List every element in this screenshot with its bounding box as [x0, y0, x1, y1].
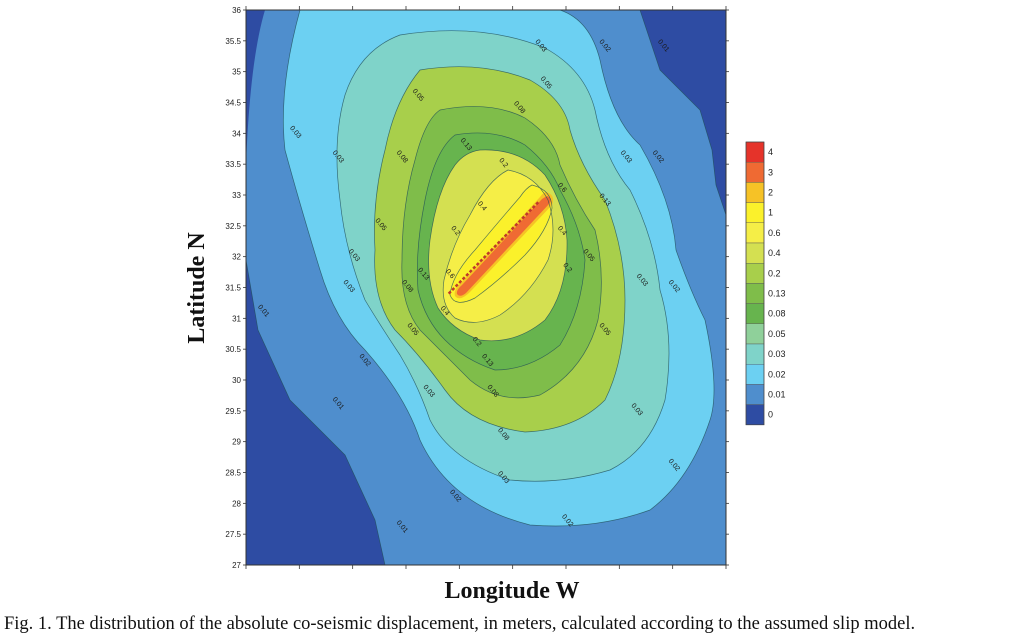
y-tick-label: 34	[232, 129, 241, 138]
legend-swatch	[745, 384, 765, 405]
x-axis-ticks	[245, 6, 727, 569]
contour-lines	[246, 10, 726, 565]
legend-swatch	[745, 283, 765, 304]
legend-label: 2	[768, 188, 773, 198]
y-tick-label: 29.5	[225, 407, 241, 416]
legend-swatch	[745, 323, 765, 345]
y-tick-label: 30	[232, 376, 241, 385]
legend-swatch	[745, 222, 765, 244]
y-tick-label: 33	[232, 191, 241, 200]
legend-swatch	[745, 343, 765, 365]
contour-label: 0.4	[476, 200, 488, 212]
legend-label: 4	[768, 147, 773, 157]
y-tick-label: 28.5	[225, 469, 241, 478]
fault-trace	[447, 200, 541, 295]
band-2-3	[456, 196, 551, 296]
y-tick-label: 30.5	[225, 345, 241, 354]
legend-label: 0.4	[768, 248, 781, 258]
legend-label: 0.2	[768, 268, 781, 278]
legend-swatch	[745, 242, 765, 264]
legend-label: 0.01	[768, 390, 786, 400]
legend-label: 0.05	[768, 329, 786, 339]
legend-label: 0	[768, 410, 773, 420]
y-tick-label: 31.5	[225, 284, 241, 293]
contour-label: 0.2	[471, 336, 483, 348]
y-tick-label: 29	[232, 438, 241, 447]
y-tick-label: 33.5	[225, 160, 241, 169]
contour-label: 0.4	[556, 225, 568, 237]
legend-swatch	[745, 364, 765, 385]
contour-label: 0.6	[556, 182, 568, 194]
y-tick-label: 36	[232, 6, 241, 15]
legend-swatch	[745, 404, 765, 426]
y-axis-ticks: 27 27.5 28 28.5 29 29.5 30 30.5 31 31.5 32 32.5 33 33…	[225, 6, 729, 570]
y-axis-title: Latitude N	[184, 232, 210, 344]
legend-label: 3	[768, 167, 773, 177]
y-tick-label: 32.5	[225, 222, 241, 231]
y-tick-label: 35	[232, 68, 241, 77]
legend-swatch	[745, 263, 765, 284]
legend-label: 0.02	[768, 369, 786, 379]
legend-swatch	[745, 303, 765, 325]
figure-caption: Fig. 1. The distribution of the absolute…	[4, 614, 916, 634]
contour-label: 0.4	[439, 305, 451, 317]
legend-label: 0.6	[768, 228, 781, 238]
contour-label: 0.2	[561, 262, 573, 274]
y-tick-label: 31	[232, 314, 241, 323]
legend-label: 0.03	[768, 349, 786, 359]
y-tick-label: 32	[232, 253, 241, 262]
contour-label: 0.2	[449, 225, 461, 237]
legend-label: 1	[768, 208, 773, 218]
legend-label: 0.13	[768, 289, 786, 299]
legend-swatch	[745, 161, 765, 183]
y-tick-label: 28	[232, 499, 241, 508]
y-tick-label: 35.5	[225, 37, 241, 46]
y-tick-label: 34.5	[225, 99, 241, 108]
plot-area: 0.03 0.02 0.010.050.050.080.030.03 0.080.13…	[246, 10, 726, 565]
legend-frame	[745, 141, 765, 426]
legend-swatch	[745, 182, 765, 203]
x-axis-title: Longitude W	[445, 578, 580, 604]
y-tick-label: 27	[232, 561, 241, 570]
legend-swatch	[745, 141, 765, 163]
contour-label: 0.2	[497, 157, 509, 169]
legend-swatch	[745, 202, 765, 224]
y-tick-label: 27.5	[225, 530, 241, 539]
color-legend: 4 3 2 1 0.6 0.4 0.2 0.13 0.08 0.05 0.03 0.02 0.01 0	[745, 141, 786, 426]
contour-label: 0.6	[444, 268, 456, 280]
legend-label: 0.08	[768, 309, 786, 319]
